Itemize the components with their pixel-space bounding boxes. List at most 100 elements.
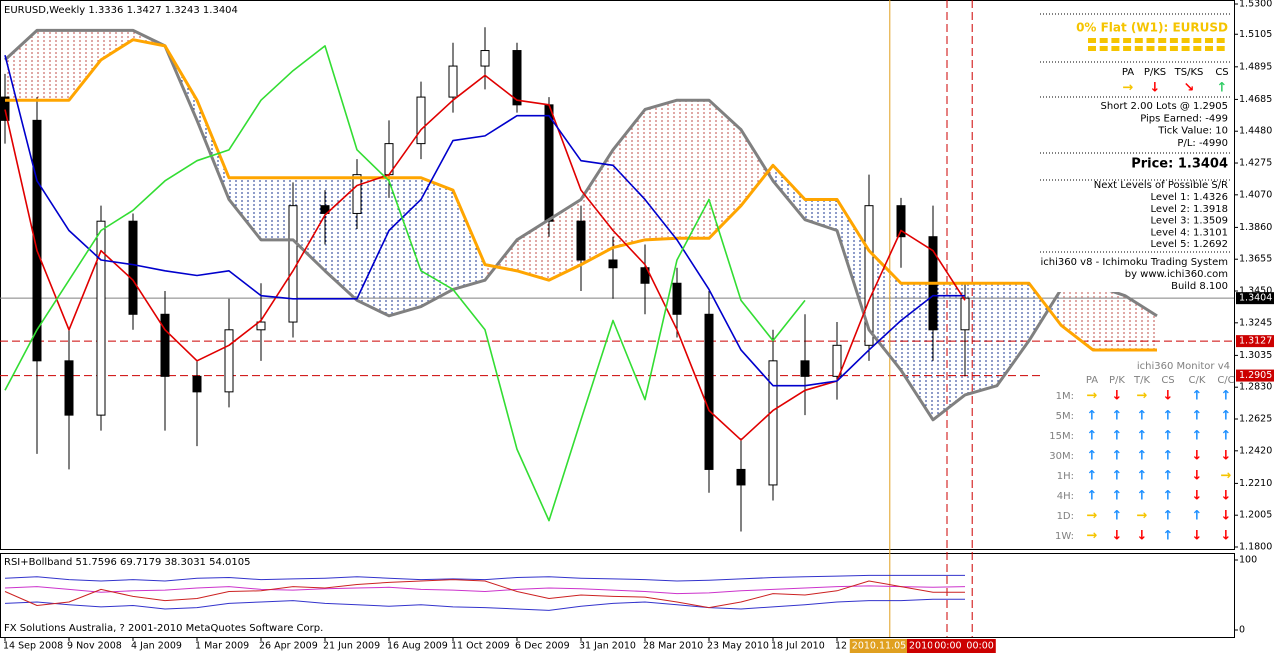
level-label: 1.3404 (1239, 293, 1272, 304)
monitor-arrow: ↑ (1137, 469, 1148, 484)
cloud-hatch (709, 100, 741, 239)
levels-title: Next Levels of Possible S/R (1094, 180, 1228, 191)
candle-body (544, 104, 554, 222)
deco-square (1158, 38, 1167, 43)
candle-body (0, 96, 10, 121)
indicator-line (5, 38, 1157, 352)
cloud-hatch (421, 177, 453, 307)
candle-body (96, 220, 106, 416)
cloud-hatch (101, 30, 133, 60)
monitor-arrow: ↑ (1112, 509, 1123, 524)
candle-body (608, 259, 618, 269)
monitor-col: PA (1086, 375, 1098, 386)
deco-square (1123, 38, 1132, 43)
deco-square (1146, 38, 1155, 43)
monitor-arrow: ↑ (1112, 489, 1123, 504)
monitor-arrow: ↓ (1192, 529, 1203, 544)
candle-body (320, 205, 330, 214)
candle-body (512, 50, 522, 106)
indicator-line (3, 28, 1158, 422)
cloud-hatch (933, 283, 965, 420)
monitor-arrow: ↓ (1192, 469, 1203, 484)
level-box (1236, 292, 1274, 305)
monitor-col: C/C (1217, 375, 1234, 386)
deco-square (1088, 46, 1096, 51)
y-tick-label: 1.5105 (1239, 29, 1272, 40)
y-tick-label: 1.2830 (1239, 382, 1272, 393)
deco-square (1169, 46, 1178, 51)
signal-arrow: ↓ (1150, 81, 1161, 96)
y-tick-label: 1.4895 (1239, 61, 1272, 72)
signal-arrow: ↘ (1184, 81, 1195, 96)
candle-body (64, 360, 74, 416)
x-tick-label: 12 S (835, 641, 856, 652)
cloud-hatch (229, 177, 261, 240)
monitor-arrow: ↑ (1112, 429, 1123, 444)
signal-head: CS (1215, 67, 1228, 78)
monitor-arrow: ↑ (1087, 449, 1098, 464)
monitor-row-label: 4H: (1057, 491, 1074, 502)
monitor-arrow: ↑ (1192, 389, 1203, 404)
trade-line: Tick Value: 10 (1157, 126, 1228, 137)
y-tick-label: 1.3655 (1239, 254, 1272, 265)
rsi-tick-label: 100 (1239, 555, 1257, 566)
monitor-arrow: ↑ (1163, 469, 1174, 484)
price: Price: 1.3404 (1131, 157, 1228, 172)
y-tick-label: 1.4275 (1239, 158, 1272, 169)
cloud-hatch (805, 199, 837, 231)
monitor-arrow: ↑ (1221, 409, 1232, 424)
monitor-arrow: ↑ (1221, 389, 1232, 404)
monitor-arrow: ↓ (1192, 449, 1203, 464)
x-tick-label: 4 Jan 2009 (131, 641, 182, 652)
monitor-arrow: ↑ (1087, 429, 1098, 444)
deco-square (1193, 46, 1202, 51)
x-tick-label: 6 Dec 2009 (515, 641, 570, 652)
rsi-line (4, 579, 965, 609)
candle-body (224, 329, 234, 393)
signal-head: PA (1122, 67, 1134, 78)
monitor-arrow: ↑ (1137, 449, 1148, 464)
monitor-col: T/K (1133, 375, 1150, 386)
monitor-row-label: 30M: (1049, 451, 1074, 462)
cloud-hatch (197, 100, 229, 200)
sr-level: Level 1: 1.4326 (1151, 192, 1228, 203)
candle-body (640, 267, 650, 284)
monitor-arrow: ↑ (1137, 489, 1148, 504)
y-tick-label: 1.2625 (1239, 414, 1272, 425)
cloud-hatch (741, 129, 773, 206)
candle-body (832, 344, 842, 377)
system-line: ichi360 v8 - Ichimoku Trading System (1041, 257, 1229, 268)
monitor-title: ichi360 Monitor v4 (1137, 361, 1230, 372)
cloud-hatch (1125, 295, 1157, 350)
candle-body (32, 119, 42, 362)
candle-body (768, 360, 778, 486)
x-tick-label: 14 Sep 2008 (3, 641, 63, 652)
monitor-row-label: 1W: (1055, 531, 1074, 542)
monitor-arrow: ↑ (1087, 489, 1098, 504)
rsi-line (4, 598, 965, 611)
rsi-tick-label: 0 (1239, 625, 1245, 636)
monitor-row-label: 15M: (1049, 431, 1074, 442)
marker-box (932, 639, 964, 653)
rsi-line (4, 574, 965, 582)
level-box (1236, 335, 1274, 348)
trade-line: Pips Earned: -499 (1140, 113, 1228, 124)
x-tick-label: 11 Oct 2009 (451, 641, 510, 652)
monitor-row-label: 5M: (1056, 411, 1074, 422)
monitor-arrow: ↑ (1163, 409, 1174, 424)
rsi-line (4, 585, 966, 595)
cloud-hatch (837, 199, 869, 330)
y-tick-label: 1.2420 (1239, 445, 1272, 456)
monitor-panel (1040, 360, 1232, 548)
y-tick-label: 1.3035 (1239, 350, 1272, 361)
monitor-arrow: ↑ (1087, 409, 1098, 424)
x-tick-label: 31 Jan 2010 (579, 641, 636, 652)
monitor-arrow: → (1087, 509, 1098, 524)
x-tick-label: 1 Mar 2009 (195, 641, 249, 652)
cloud-hatch (37, 30, 69, 101)
signal-arrow: → (1123, 81, 1134, 96)
y-tick-label: 1.4685 (1239, 94, 1272, 105)
cloud-hatch (965, 283, 997, 395)
x-tick-label: 28 Mar 2010 (643, 641, 703, 652)
candle-body (192, 375, 202, 393)
